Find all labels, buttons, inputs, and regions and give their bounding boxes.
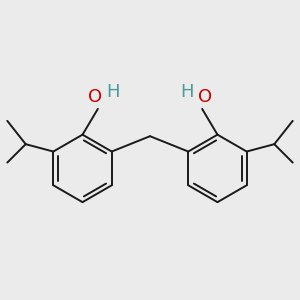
Text: H: H — [106, 83, 120, 101]
Text: O: O — [88, 88, 102, 106]
Text: H: H — [180, 83, 194, 101]
Text: O: O — [198, 88, 212, 106]
